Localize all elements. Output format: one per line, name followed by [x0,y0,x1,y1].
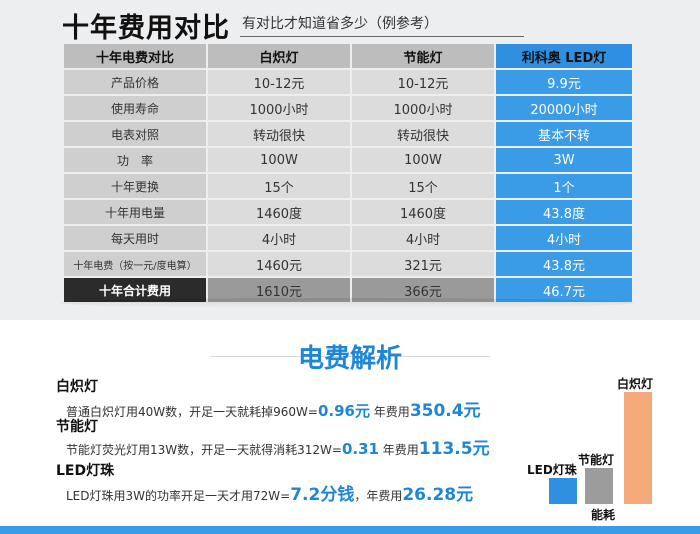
energy-bar [624,392,652,504]
analysis-text-part: 普通白炽灯用40W数，开足一天就耗掉960W= [66,405,318,419]
table-cell: 1460度 [208,200,350,224]
table-cell: 9.9元 [496,70,632,94]
table-header-cell: 十年电费对比 [64,44,206,68]
table-cell: 1460元 [208,252,350,276]
page-title: 十年费用对比 [62,13,230,44]
analysis-heading: 白炽灯 [56,379,98,395]
analysis-text-part: ，年费用 [354,489,403,503]
table-cell: 15个 [352,174,494,198]
row-label: 每天用时 [64,226,206,250]
energy-bar-label: LED灯珠 [527,463,577,477]
section-title: 电费解析 [297,344,402,374]
page-subtitle: 有对比才知道省多少（例参考） [242,16,438,32]
bottom-strip [0,526,700,534]
analysis-text-part: 年费用 [378,443,419,457]
table-cell: 10-12元 [352,70,494,94]
row-label: 十年用电量 [64,200,206,224]
total-label: 十年合计费用 [64,278,206,302]
yearly-cost: 26.28元 [402,485,474,505]
row-label: 十年更换 [64,174,206,198]
table-row: 产品价格 10-12元 10-12元 9.9元 [64,70,632,94]
table-header-cell: 利科奥 LED灯 [496,44,632,68]
energy-bar-label: 白炽灯 [617,377,654,391]
table-cell: 100W [208,148,350,172]
table-shadow [60,298,634,308]
row-label: 功 率 [64,148,206,172]
row-label: 产品价格 [64,70,206,94]
energy-axis-label: 能耗 [591,508,616,522]
analysis-text-part: 年费用 [369,405,410,419]
table-cell: 321元 [352,252,494,276]
table-total-row: 十年合计费用 1610元 366元 46.7元 [64,278,632,302]
table-row: 使用寿命 1000小时 1000小时 20000小时 [64,96,632,120]
analysis-text: LED灯珠用3W的功率开足一天才用72W=7.2分钱，年费用26.28元 [66,480,473,505]
analysis-heading: LED灯珠 [56,463,115,479]
table-row: 十年用电量 1460度 1460度 43.8度 [64,200,632,224]
table-cell: 4小时 [496,226,632,250]
row-label: 十年电费（按一元/度电算） [64,252,206,276]
table-cell: 1000小时 [208,96,350,120]
header-divider [240,36,524,37]
table-row: 每天用时 4小时 4小时 4小时 [64,226,632,250]
table-cell: 1个 [496,174,632,198]
table-cell: 15个 [208,174,350,198]
row-label: 使用寿命 [64,96,206,120]
table-cell: 43.8元 [496,252,632,276]
energy-bar [549,478,577,504]
table-cell: 3W [496,148,632,172]
header: 十年费用对比 有对比才知道省多少（例参考） [62,4,524,44]
table-cell: 4小时 [208,226,350,250]
table-cell: 20000小时 [496,96,632,120]
table-cell: 4小时 [352,226,494,250]
energy-bar [585,468,613,504]
table-header-cell: 节能灯 [352,44,494,68]
daily-cost: 7.2分钱 [290,485,355,505]
total-cell: 1610元 [208,278,350,302]
analysis-heading: 节能灯 [56,419,98,435]
energy-bar-label: 节能灯 [578,453,615,467]
total-cell: 46.7元 [496,278,632,302]
table-cell: 10-12元 [208,70,350,94]
total-cell: 366元 [352,278,494,302]
table-row: 电表对照 转动很快 转动很快 基本不转 [64,122,632,146]
table-cell: 1000小时 [352,96,494,120]
yearly-cost: 113.5元 [418,439,490,459]
table-cell: 基本不转 [496,122,632,146]
table-cell: 100W [352,148,494,172]
analysis-text: 普通白炽灯用40W数，开足一天就耗掉960W=0.96元 年费用350.4元 [66,396,481,421]
yearly-cost: 350.4元 [409,401,481,421]
analysis-text-part: 节能灯荧光灯用13W数，开足一天就得消耗312W= [66,443,342,457]
table-row: 十年电费（按一元/度电算） 1460元 321元 43.8元 [64,252,632,276]
analysis-text: 节能灯荧光灯用13W数，开足一天就得消耗312W=0.31 年费用113.5元 [66,434,490,459]
comparison-panel: 十年费用对比 有对比才知道省多少（例参考） 十年电费对比 白炽灯 节能灯 利科奥 LE… [0,0,700,320]
table-row: 十年更换 15个 15个 1个 [64,174,632,198]
table-header-row: 十年电费对比 白炽灯 节能灯 利科奥 LED灯 [64,44,632,68]
daily-cost: 0.96元 [317,402,370,420]
table-cell: 1460度 [352,200,494,224]
comparison-table: 十年电费对比 白炽灯 节能灯 利科奥 LED灯 产品价格 10-12元 10-12元 9.9元… [62,42,634,304]
row-label: 电表对照 [64,122,206,146]
analysis-text-part: LED灯珠用3W的功率开足一天才用72W= [66,489,291,503]
table-cell: 转动很快 [352,122,494,146]
table-cell: 43.8度 [496,200,632,224]
table-row: 功 率 100W 100W 3W [64,148,632,172]
table-cell: 转动很快 [208,122,350,146]
daily-cost: 0.31 [341,440,379,458]
table-header-cell: 白炽灯 [208,44,350,68]
